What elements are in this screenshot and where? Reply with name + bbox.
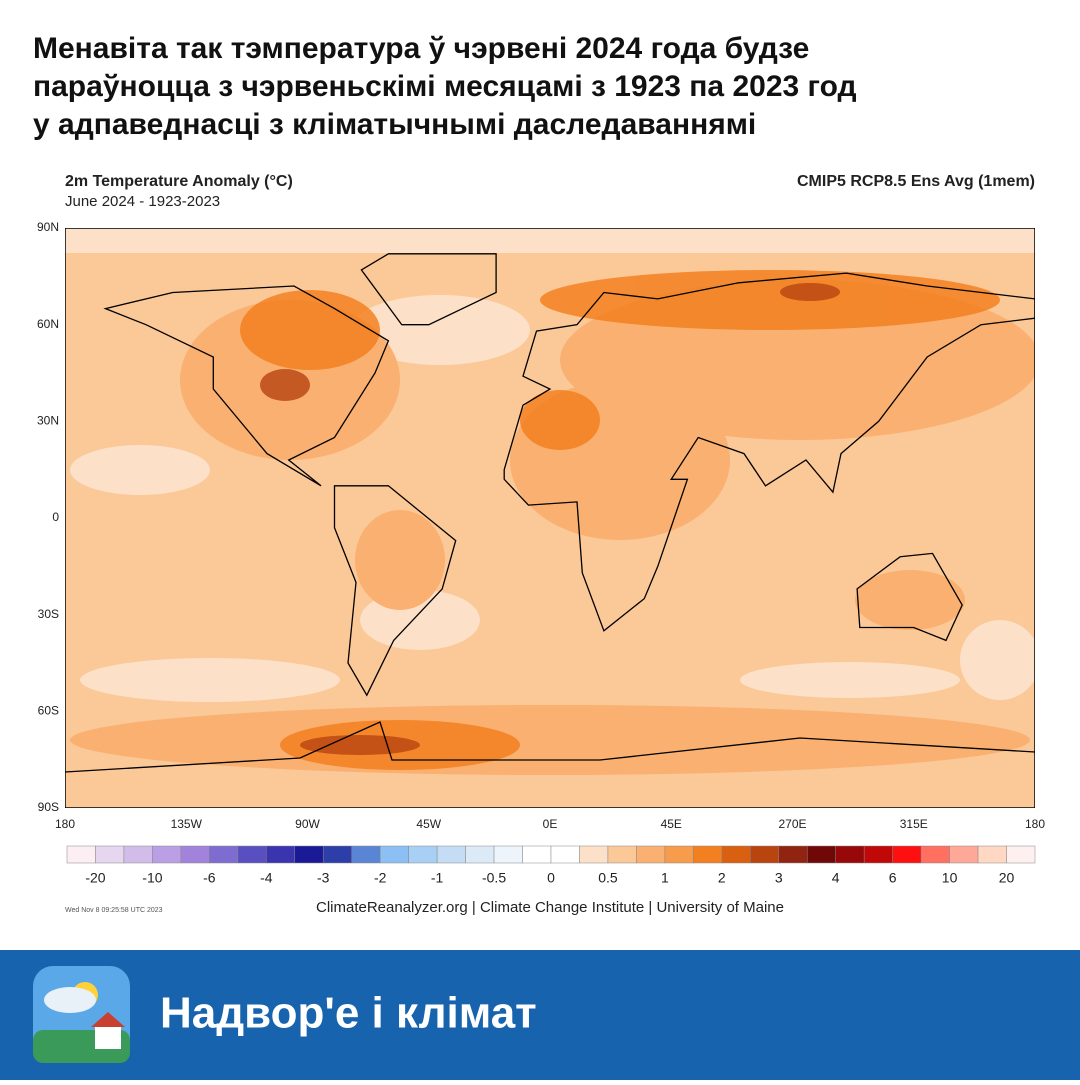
footer-band: [0, 950, 1080, 1080]
colorbar-swatch: [266, 845, 296, 864]
colorbar-label: -4: [260, 870, 273, 886]
warm-areas: [240, 270, 1000, 770]
colorbar-swatch: [664, 845, 694, 864]
colorbar-swatch: [465, 845, 495, 864]
lat-label: 60S: [38, 704, 59, 718]
model-label: CMIP5 RCP8.5 Ens Avg (1mem): [797, 173, 1035, 190]
title-line: Менавіта так тэмпература ў чэрвені 2024 …: [33, 32, 809, 65]
lat-label: 90S: [38, 800, 59, 814]
lon-label: 135W: [171, 817, 203, 831]
colorbar-swatch: [892, 845, 922, 864]
colorbar-swatch: [920, 845, 950, 864]
colorbar-label: 1: [661, 870, 669, 886]
colorbar-label: -1: [431, 870, 444, 886]
colorbar: -20 -10 -6 -4 -3 -2 -1 -0.5 0 0.5 1 2 3 4 6 10 20: [66, 845, 1036, 886]
lon-label: 180: [55, 817, 75, 831]
lon-label: 45W: [416, 817, 441, 831]
coastlines: [65, 253, 1035, 773]
colorbar-swatch: [636, 845, 666, 864]
colorbar-swatch: [522, 845, 552, 864]
axes: 90N 60N 30N 0 30S 60S 90S 180 135W 90W 45W 0E 45E 270…: [37, 220, 1045, 831]
colorbar-swatch: [835, 845, 865, 864]
map-title: 2m Temperature Anomaly (°C): [65, 173, 293, 190]
app-icon: [33, 966, 130, 1063]
colorbar-swatch: [180, 845, 210, 864]
title-line: у адпаведнасці з кліматычнымі даследаван…: [33, 108, 756, 141]
lat-label: 60N: [37, 317, 59, 331]
hot-areas: [260, 283, 840, 755]
light-areas: [65, 228, 1035, 702]
colorbar-swatch: [579, 845, 609, 864]
colorbar-swatch: [693, 845, 723, 864]
colorbar-swatch: [806, 845, 836, 864]
title-line: параўноцца з чэрвеньскімі месяцамі з 192…: [33, 70, 857, 103]
colorbar-swatch: [152, 845, 182, 864]
colorbar-label: -10: [142, 870, 162, 886]
lat-label: 30N: [37, 414, 59, 428]
colorbar-label: -20: [85, 870, 105, 886]
lon-label: 0E: [543, 817, 558, 831]
colorbar-label: -2: [374, 870, 387, 886]
lon-label: 270E: [778, 817, 806, 831]
colorbar-swatch: [95, 845, 125, 864]
colorbar-swatch: [209, 845, 239, 864]
colorbar-label: 0.5: [598, 870, 618, 886]
colorbar-swatch: [750, 845, 780, 864]
colorbar-label: 20: [999, 870, 1015, 886]
colorbar-swatch: [66, 845, 96, 864]
colorbar-swatch: [351, 845, 381, 864]
timestamp: Wed Nov 8 09:25:58 UTC 2023: [65, 907, 163, 914]
colorbar-swatch: [379, 845, 409, 864]
colorbar-swatch: [123, 845, 153, 864]
colorbar-swatch: [436, 845, 466, 864]
colorbar-swatch: [949, 845, 979, 864]
map-subtitle: June 2024 - 1923-2023: [65, 193, 220, 210]
colorbar-swatch: [607, 845, 637, 864]
credit: ClimateReanalyzer.org | Climate Change I…: [316, 899, 784, 916]
lon-label: 90W: [295, 817, 320, 831]
lat-label: 30S: [38, 607, 59, 621]
lon-label: 315E: [900, 817, 928, 831]
colorbar-swatch: [778, 845, 808, 864]
colorbar-swatch: [721, 845, 751, 864]
colorbar-swatch: [408, 845, 438, 864]
colorbar-swatch: [237, 845, 267, 864]
colorbar-swatch: [1006, 845, 1036, 864]
lat-label: 0: [52, 510, 59, 524]
colorbar-label: 3: [775, 870, 783, 886]
colorbar-label: 6: [889, 870, 897, 886]
lon-label: 45E: [661, 817, 682, 831]
colorbar-label: -0.5: [482, 870, 506, 886]
colorbar-label: 10: [942, 870, 958, 886]
lon-label: 180: [1025, 817, 1045, 831]
colorbar-label: 2: [718, 870, 726, 886]
headline: Менавіта так тэмпература ў чэрвені 2024 …: [33, 32, 857, 141]
colorbar-swatch: [322, 845, 352, 864]
colorbar-label: 0: [547, 870, 555, 886]
colorbar-swatch: [977, 845, 1007, 864]
colorbar-label: -6: [203, 870, 216, 886]
colorbar-swatch: [493, 845, 523, 864]
brand: Надвор'е і клімат: [160, 989, 537, 1038]
colorbar-label: -3: [317, 870, 330, 886]
colorbar-swatch: [294, 845, 324, 864]
colorbar-swatch: [863, 845, 893, 864]
colorbar-label: 4: [832, 870, 840, 886]
lat-label: 90N: [37, 220, 59, 234]
colorbar-swatch: [550, 845, 580, 864]
map: [65, 228, 1035, 808]
